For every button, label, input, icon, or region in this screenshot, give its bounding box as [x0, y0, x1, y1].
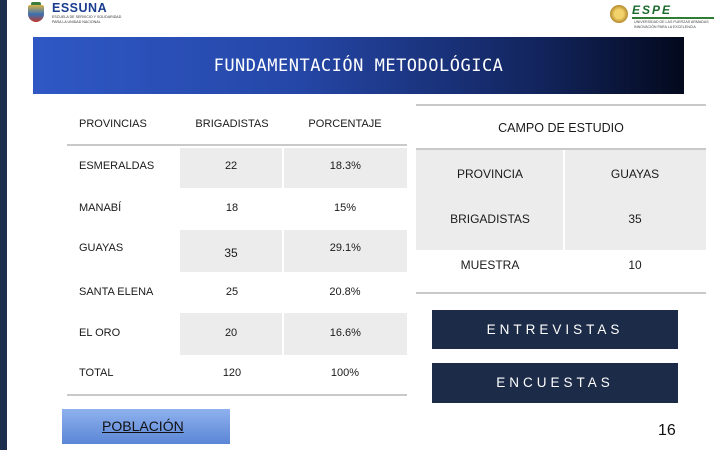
campo-key: MUESTRA [460, 258, 520, 272]
encuestas-button[interactable]: ENCUESTAS [432, 363, 678, 403]
campo-top-divider [416, 104, 706, 106]
page-title: FUNDAMENTACIÓN METODOLÓGICA [213, 56, 504, 76]
table-cell: 18 [225, 202, 239, 214]
campo-key: PROVINCIA [456, 167, 523, 181]
campo-table-background [416, 150, 706, 250]
left-accent-bar [0, 0, 7, 450]
table-cell: SANTA ELENA [79, 286, 154, 298]
espe-crest-icon [610, 5, 628, 23]
campo-row: BRIGADISTAS 35 [416, 212, 706, 226]
table-cell: 18.3% [283, 148, 407, 188]
table-cell: EL ORO [79, 327, 121, 339]
table-row: ESMERALDAS 22 18.3% [67, 148, 407, 188]
campo-title: CAMPO DE ESTUDIO [498, 121, 624, 135]
table-cell: GUAYAS [79, 242, 124, 254]
campo-header-divider [416, 148, 706, 150]
table-header-cell: PORCENTAJE [308, 118, 382, 130]
espe-brand-name: ESPE [632, 3, 673, 17]
table-cell: 20.8% [329, 286, 361, 298]
provinces-table: PROVINCIAS BRIGADISTAS PORCENTAJE ESMERA… [67, 104, 407, 395]
table-cell: MANABÍ [79, 202, 122, 214]
entrevistas-button[interactable]: ENTREVISTAS [432, 310, 678, 349]
campo-bottom-divider [416, 292, 706, 294]
campo-table-divider [563, 150, 565, 250]
title-banner: FUNDAMENTACIÓN METODOLÓGICA [33, 37, 684, 94]
page-number: 16 [658, 422, 676, 439]
table-cell: 25 [225, 286, 239, 298]
table-row: MANABÍ 18 15% [67, 188, 407, 230]
espe-brand-subtitle: UNIVERSIDAD DE LAS FUERZAS ARMADAS INNOV… [634, 20, 709, 29]
table-header-row: PROVINCIAS BRIGADISTAS PORCENTAJE [67, 104, 407, 144]
table-cell: TOTAL [79, 367, 114, 379]
campo-key: BRIGADISTAS [450, 212, 530, 226]
essuna-crest-icon [26, 2, 46, 24]
table-row: SANTA ELENA 25 20.8% [67, 272, 407, 313]
table-cell: 22 [180, 148, 284, 188]
table-cell: 120 [222, 367, 242, 379]
campo-value: 10 [628, 258, 642, 272]
espe-logo: ESPE UNIVERSIDAD DE LAS FUERZAS ARMADAS … [608, 2, 716, 36]
espe-divider [632, 17, 714, 19]
essuna-brand-name: ESSUNA [52, 1, 108, 15]
table-cell: ESMERALDAS [79, 160, 155, 172]
table-header-cell: BRIGADISTAS [195, 118, 269, 130]
table-row: EL ORO 20 16.6% [67, 313, 407, 355]
table-cell: 16.6% [283, 313, 407, 355]
essuna-brand-subtitle: ESCUELA DE SERVICIO Y SOLIDARIDAD PARA L… [52, 15, 122, 24]
table-header-cell: PROVINCIAS [79, 118, 147, 130]
table-cell: 35 [180, 230, 284, 272]
table-cell: 20 [180, 313, 284, 355]
poblacion-button[interactable]: POBLACIÓN [62, 409, 230, 444]
table-divider [67, 144, 407, 146]
campo-value: 35 [628, 212, 642, 226]
table-cell: 15% [333, 202, 357, 214]
table-row: TOTAL 120 100% [67, 355, 407, 395]
essuna-logo: ESSUNA ESCUELA DE SERVICIO Y SOLIDARIDAD… [26, 2, 122, 24]
table-row: GUAYAS 35 29.1% [67, 230, 407, 272]
poblacion-label: POBLACIÓN [102, 418, 184, 434]
table-cell: 100% [330, 367, 360, 379]
table-divider [67, 394, 407, 396]
campo-row: PROVINCIA GUAYAS [416, 167, 706, 181]
campo-row: MUESTRA 10 [416, 258, 706, 272]
table-cell: 29.1% [283, 230, 407, 272]
campo-value: GUAYAS [610, 167, 660, 181]
